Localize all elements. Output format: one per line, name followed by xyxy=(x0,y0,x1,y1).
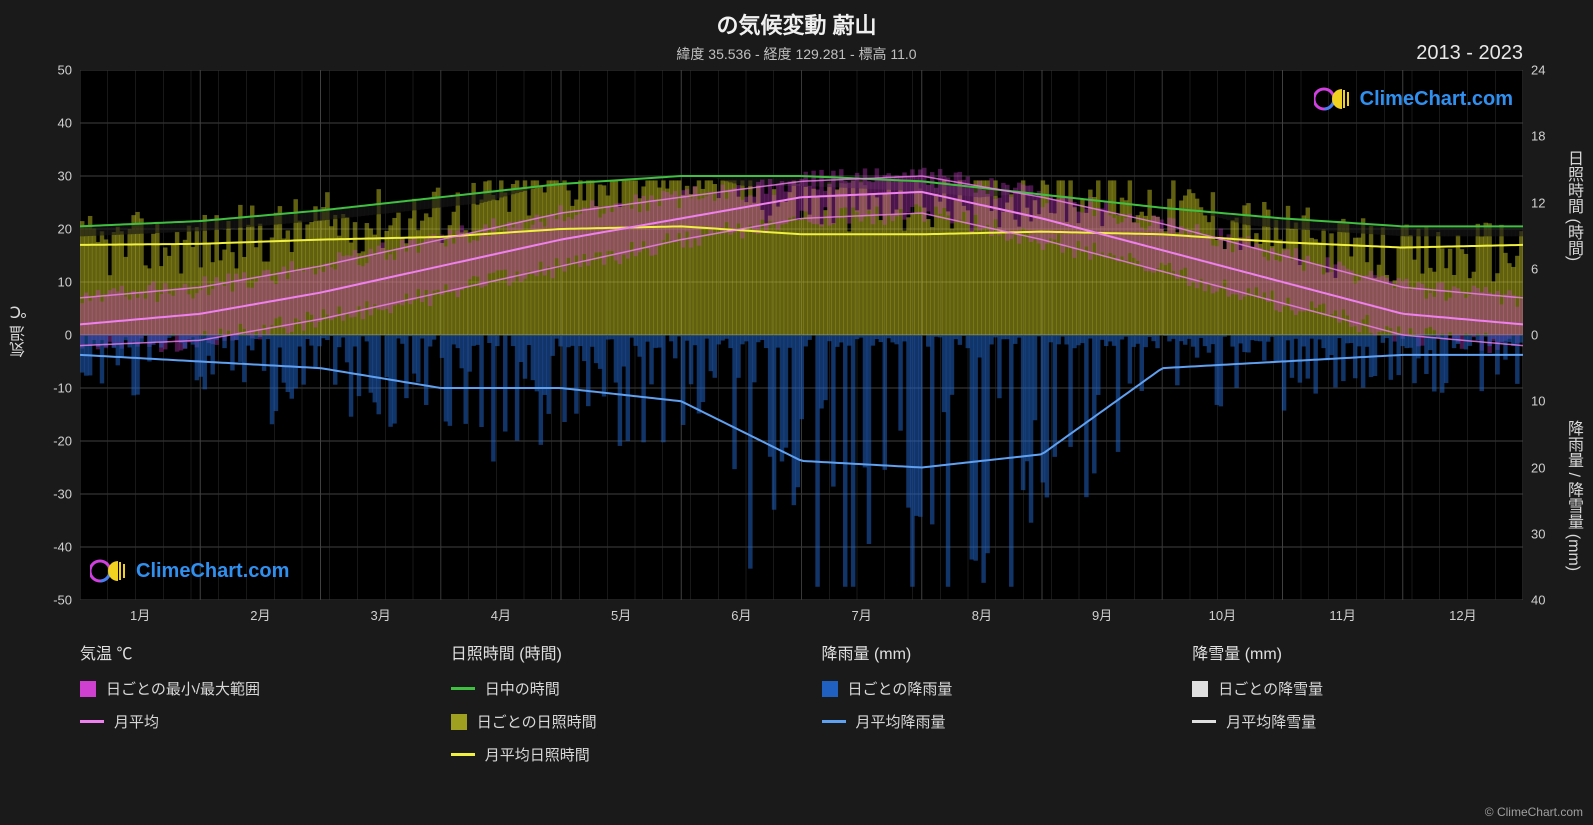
chart-title: の気候変動 蔚山 xyxy=(0,0,1593,40)
legend-item: 月平均降雪量 xyxy=(1192,711,1523,732)
legend-line xyxy=(1192,720,1216,723)
y-tick: 12 xyxy=(1531,195,1545,210)
x-tick: 8月 xyxy=(972,605,992,624)
legend-swatch xyxy=(822,681,838,697)
legend-col-temp: 気温 ℃ 日ごとの最小/最大範囲月平均 xyxy=(80,640,411,800)
y-tick: 20 xyxy=(1531,460,1545,475)
legend-swatch xyxy=(80,681,96,697)
chart-svg xyxy=(80,70,1523,600)
legend-title: 降雨量 (mm) xyxy=(822,640,1153,664)
legend-line xyxy=(451,687,475,690)
y-tick: 0 xyxy=(65,328,72,343)
legend: 気温 ℃ 日ごとの最小/最大範囲月平均 日照時間 (時間) 日中の時間日ごとの日… xyxy=(80,640,1523,800)
legend-label: 日ごとの最小/最大範囲 xyxy=(106,678,260,699)
legend-label: 日ごとの降雨量 xyxy=(848,678,953,699)
legend-label: 月平均 xyxy=(114,711,159,732)
y-axis-left: -50-40-30-20-1001020304050 xyxy=(0,70,80,600)
legend-label: 月平均降雪量 xyxy=(1226,711,1316,732)
x-tick: 4月 xyxy=(491,605,511,624)
y-tick: 30 xyxy=(1531,526,1545,541)
x-tick: 10月 xyxy=(1209,605,1236,624)
climate-chart: の気候変動 蔚山 緯度 35.536 - 経度 129.281 - 標高 11.… xyxy=(0,0,1593,825)
legend-item: 日ごとの日照時間 xyxy=(451,711,782,732)
y-tick: 30 xyxy=(58,169,72,184)
x-tick: 3月 xyxy=(371,605,391,624)
y-tick: -50 xyxy=(53,593,72,608)
copyright: © ClimeChart.com xyxy=(1485,805,1583,819)
x-tick: 9月 xyxy=(1092,605,1112,624)
x-tick: 12月 xyxy=(1449,605,1476,624)
y-tick: -20 xyxy=(53,434,72,449)
legend-swatch xyxy=(451,714,467,730)
chart-subtitle: 緯度 35.536 - 経度 129.281 - 標高 11.0 xyxy=(0,40,1593,64)
x-tick: 11月 xyxy=(1329,605,1356,624)
legend-title: 日照時間 (時間) xyxy=(451,640,782,664)
legend-label: 日ごとの降雪量 xyxy=(1218,678,1323,699)
legend-item: 月平均日照時間 xyxy=(451,744,782,765)
legend-title: 気温 ℃ xyxy=(80,640,411,664)
y-tick: 40 xyxy=(58,116,72,131)
legend-item: 日ごとの降雪量 xyxy=(1192,678,1523,699)
legend-swatch xyxy=(1192,681,1208,697)
legend-col-rain: 降雨量 (mm) 日ごとの降雨量月平均降雨量 xyxy=(822,640,1153,800)
legend-col-snow: 降雪量 (mm) 日ごとの降雪量月平均降雪量 xyxy=(1192,640,1523,800)
y-tick: -40 xyxy=(53,540,72,555)
y-tick: 18 xyxy=(1531,129,1545,144)
legend-line xyxy=(80,720,104,723)
y-axis-right: 0612182410203040 xyxy=(1523,70,1593,600)
y-tick: 24 xyxy=(1531,63,1545,78)
legend-item: 月平均降雨量 xyxy=(822,711,1153,732)
x-tick: 1月 xyxy=(130,605,150,624)
y-tick: 10 xyxy=(58,275,72,290)
y-tick: 0 xyxy=(1531,328,1538,343)
legend-label: 月平均日照時間 xyxy=(485,744,590,765)
y-tick: 10 xyxy=(1531,394,1545,409)
plot-area: ClimeChart.com ClimeChart.com xyxy=(80,70,1523,600)
legend-col-sun: 日照時間 (時間) 日中の時間日ごとの日照時間月平均日照時間 xyxy=(451,640,782,800)
brand-icon xyxy=(90,557,130,585)
legend-item: 日ごとの最小/最大範囲 xyxy=(80,678,411,699)
year-range: 2013 - 2023 xyxy=(1416,42,1523,65)
legend-line xyxy=(451,753,475,756)
watermark-bottom: ClimeChart.com xyxy=(90,557,289,585)
brand-icon xyxy=(1314,85,1354,113)
y-tick: 50 xyxy=(58,63,72,78)
legend-title: 降雪量 (mm) xyxy=(1192,640,1523,664)
y-tick: -30 xyxy=(53,487,72,502)
x-tick: 2月 xyxy=(250,605,270,624)
x-tick: 6月 xyxy=(731,605,751,624)
legend-item: 日ごとの降雨量 xyxy=(822,678,1153,699)
watermark-top: ClimeChart.com xyxy=(1314,85,1513,113)
y-tick: 20 xyxy=(58,222,72,237)
x-axis: 1月 2月 3月 4月 5月 6月 7月 8月 9月 10月 11月 12月 xyxy=(80,605,1523,630)
legend-label: 月平均降雨量 xyxy=(856,711,946,732)
legend-line xyxy=(822,720,846,723)
legend-label: 日ごとの日照時間 xyxy=(477,711,597,732)
legend-item: 月平均 xyxy=(80,711,411,732)
legend-label: 日中の時間 xyxy=(485,678,560,699)
y-tick: -10 xyxy=(53,381,72,396)
x-tick: 5月 xyxy=(611,605,631,624)
legend-item: 日中の時間 xyxy=(451,678,782,699)
x-tick: 7月 xyxy=(852,605,872,624)
y-tick: 6 xyxy=(1531,261,1538,276)
y-tick: 40 xyxy=(1531,593,1545,608)
